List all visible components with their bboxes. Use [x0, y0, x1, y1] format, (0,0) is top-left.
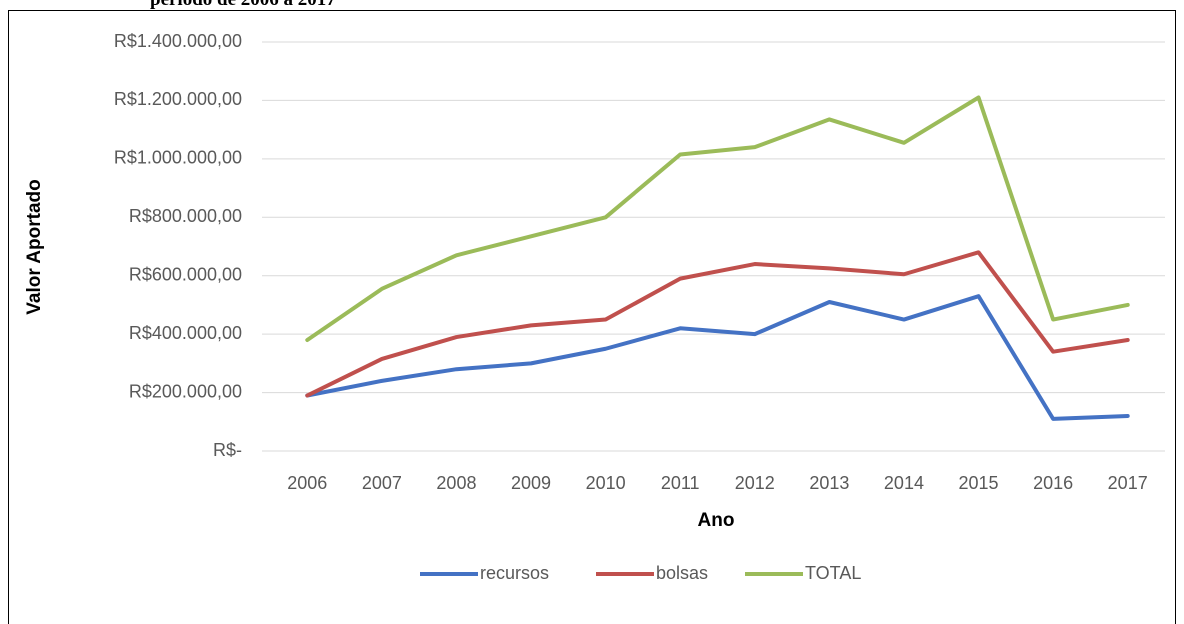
y-tick-label: R$600.000,00 — [129, 264, 242, 284]
x-tick-label: 2007 — [362, 473, 402, 493]
x-tick-label: 2017 — [1108, 473, 1148, 493]
x-tick-label: 2016 — [1033, 473, 1073, 493]
x-tick-label: 2013 — [809, 473, 849, 493]
chart-title: período de 2006 a 2017 — [150, 0, 336, 10]
x-tick-label: 2012 — [735, 473, 775, 493]
x-tick-label: 2015 — [959, 473, 999, 493]
series-line — [305, 294, 1130, 421]
x-tick-label: 2014 — [884, 473, 924, 493]
x-tick-label: 2006 — [287, 473, 327, 493]
series-line — [305, 250, 1130, 398]
legend-label: bolsas — [656, 563, 708, 583]
x-tick-label: 2010 — [586, 473, 626, 493]
chart-border — [8, 10, 1176, 624]
y-tick-label: R$800.000,00 — [129, 206, 242, 226]
legend-label: recursos — [480, 563, 549, 583]
series-line — [305, 95, 1130, 342]
y-axis-title: Valor Aportado — [24, 179, 45, 314]
y-tick-label: R$200.000,00 — [129, 381, 242, 401]
x-tick-label: 2008 — [436, 473, 476, 493]
y-tick-label: R$1.200.000,00 — [114, 89, 242, 109]
x-tick-label: 2009 — [511, 473, 551, 493]
x-axis-title: Ano — [698, 510, 735, 531]
y-tick-label: R$1.400.000,00 — [114, 31, 242, 51]
x-tick-label: 2011 — [661, 473, 700, 493]
y-tick-label: R$1.000.000,00 — [114, 148, 242, 168]
y-tick-label: R$- — [213, 440, 242, 460]
legend-label: TOTAL — [805, 563, 861, 583]
y-tick-label: R$400.000,00 — [129, 323, 242, 343]
